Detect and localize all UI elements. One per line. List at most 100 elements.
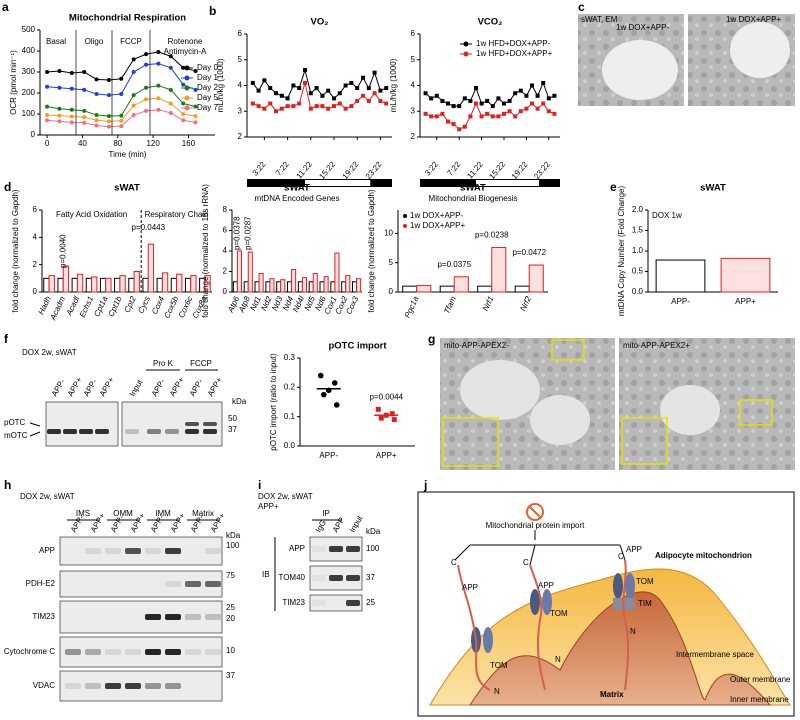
blot-band (203, 422, 217, 426)
terminus: C (523, 558, 529, 567)
data-point (297, 101, 302, 106)
blot (59, 600, 223, 634)
data-point (131, 93, 136, 98)
blot-band (329, 546, 343, 552)
data-point (423, 91, 428, 96)
group-label: Pro K (153, 359, 174, 368)
data-point (181, 118, 186, 123)
y-tick-label: 1.0 (632, 246, 644, 255)
y-tick-label: 2 (238, 132, 243, 141)
app-chain (457, 564, 491, 691)
data-point (119, 92, 124, 97)
data-point (320, 93, 325, 98)
data-point (314, 86, 319, 91)
terminus: N (494, 687, 500, 696)
y-tick-label: 10 (384, 229, 393, 238)
data-point (274, 109, 278, 114)
series-line (425, 81, 555, 107)
bar (236, 250, 242, 293)
series-line (47, 51, 196, 81)
y-tick-label: 3 (411, 106, 416, 115)
y-tick-label: 1.5 (632, 226, 644, 235)
tom-label: TOM (490, 661, 508, 670)
data-point (106, 124, 111, 129)
data-point (144, 108, 149, 113)
panel-letter: j (423, 478, 427, 492)
bar (142, 277, 149, 293)
bar (312, 273, 318, 293)
data-point (193, 68, 198, 73)
data-point (106, 119, 111, 124)
bar (76, 273, 84, 293)
bar (161, 272, 169, 293)
blot (59, 570, 223, 598)
bar (528, 264, 544, 293)
data-point (57, 106, 62, 111)
data-point (366, 86, 371, 91)
data-point (285, 104, 290, 109)
x-tick-label: 3:22 (251, 159, 268, 177)
x-tick-label: Pgc1a (403, 294, 421, 319)
data-point (490, 104, 495, 109)
bar (655, 259, 706, 293)
data-point (535, 106, 540, 111)
data-point (440, 98, 445, 103)
data-point (389, 411, 395, 417)
lane-label: APP+ (169, 511, 187, 534)
data-point (131, 70, 136, 74)
y-tick-label: 300 (22, 67, 36, 76)
tom-label: TOM (550, 609, 568, 618)
panel-letter: a (2, 0, 9, 14)
data-point (262, 106, 267, 111)
data-point (181, 112, 186, 116)
blot-band (165, 429, 179, 434)
data-point (468, 114, 473, 119)
y-axis-label: fold change (normalized to 16s rRNA) (201, 184, 210, 318)
blot-band (147, 429, 161, 434)
em-droplet (730, 22, 790, 78)
y-tick-label: 5 (389, 258, 394, 267)
blot (45, 401, 119, 447)
data-point (94, 113, 99, 118)
data-point (69, 71, 74, 76)
x-tick-label: 120 (146, 139, 160, 148)
data-point (552, 111, 557, 116)
legend-marker (184, 105, 190, 111)
blot-band (65, 649, 81, 655)
y-tick-label: 0.0 (284, 441, 296, 450)
lane-label: APP+ (168, 375, 186, 398)
data-point (250, 80, 255, 85)
data-point (303, 80, 307, 85)
data-point (429, 114, 434, 119)
legend-label: 1w HFD+DOX+APP+ (476, 49, 553, 58)
legend-marker (403, 224, 407, 228)
data-point (308, 106, 313, 111)
data-point (446, 101, 450, 106)
y-tick-label: 2 (33, 260, 38, 269)
bar (323, 276, 329, 293)
legend-marker (184, 65, 190, 71)
data-point (451, 104, 456, 109)
x-tick-label: 0 (45, 139, 50, 148)
y-tick-label: 4 (223, 246, 228, 255)
data-point (268, 101, 273, 106)
annotation: p=0.0238 (475, 231, 509, 240)
panel-letter: h (4, 478, 11, 492)
y-tick-label: 0.2 (284, 382, 296, 391)
data-point (256, 88, 261, 93)
x-tick-label: 11:22 (465, 159, 485, 180)
data-point (434, 114, 439, 119)
lane-label: APP (331, 516, 347, 534)
x-tick-label: 23:22 (364, 159, 384, 181)
data-point (337, 101, 342, 106)
data-point (552, 93, 557, 98)
terminus: N (630, 627, 636, 636)
data-point (507, 109, 512, 114)
data-point (279, 93, 284, 98)
marker: 37 (226, 671, 235, 680)
row-label: TOM40 (278, 573, 305, 582)
data-point (320, 104, 325, 109)
x-tick-label: 23:22 (532, 159, 552, 181)
data-point (94, 92, 99, 97)
